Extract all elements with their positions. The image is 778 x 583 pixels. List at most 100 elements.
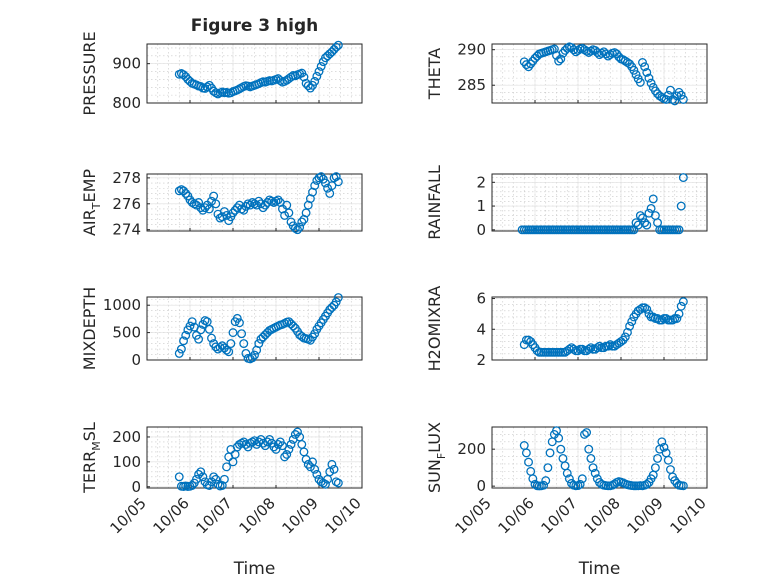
data-point — [648, 194, 658, 204]
data-point — [327, 459, 337, 469]
series-pressure — [174, 40, 343, 99]
data-point — [316, 61, 326, 71]
data-point — [278, 441, 287, 451]
data-point — [635, 304, 645, 314]
data-point — [196, 325, 206, 335]
data-point — [663, 455, 673, 465]
data-point — [176, 344, 186, 354]
figure-title: Figure 3 high — [191, 16, 319, 36]
data-point — [644, 73, 654, 83]
data-point — [237, 204, 247, 214]
data-point — [672, 314, 682, 323]
x-tick-label: 10/10 — [322, 494, 365, 537]
data-point — [592, 48, 602, 57]
data-point — [204, 324, 214, 334]
y-tick-label: 100 — [112, 453, 141, 471]
y-tick-label: 0 — [131, 478, 141, 496]
y-tick-label: 2 — [476, 351, 486, 369]
data-point — [327, 181, 337, 191]
y-tick-label: 2 — [476, 173, 486, 191]
data-point — [245, 200, 255, 210]
y-tick-label: 4 — [476, 320, 486, 338]
data-point — [674, 87, 684, 97]
data-point — [674, 225, 684, 235]
data-point — [204, 204, 214, 214]
data-point — [174, 348, 184, 358]
data-point — [194, 198, 204, 207]
data-point — [271, 196, 281, 206]
data-point — [590, 468, 600, 478]
x-tick-label: 10/08 — [581, 494, 624, 537]
data-point — [312, 469, 322, 479]
data-point — [232, 313, 242, 323]
data-point — [577, 344, 587, 354]
data-point — [310, 76, 320, 86]
data-point — [653, 453, 662, 463]
data-point — [627, 317, 637, 327]
data-point — [541, 476, 551, 486]
data-point — [228, 208, 238, 218]
data-point — [556, 444, 566, 454]
data-point — [650, 463, 660, 473]
series-theta — [519, 42, 688, 106]
y-tick-label: 200 — [457, 440, 486, 458]
data-point — [301, 208, 311, 218]
data-point — [254, 437, 264, 447]
data-point — [569, 344, 579, 354]
series-air-temp — [174, 172, 343, 235]
panel-air-temp: 274 276 278 AIRTEMP — [80, 169, 363, 239]
data-point — [638, 213, 647, 223]
data-point — [331, 42, 341, 52]
series-h2omixra — [519, 297, 688, 357]
data-point — [314, 67, 324, 76]
data-point — [625, 59, 635, 69]
data-point — [631, 218, 641, 228]
data-point — [668, 315, 678, 325]
data-point — [329, 464, 339, 474]
data-point — [642, 220, 652, 230]
data-point — [577, 474, 587, 484]
data-point — [635, 211, 645, 221]
data-point — [610, 479, 619, 489]
data-point — [241, 348, 251, 358]
data-point — [247, 353, 257, 363]
data-point — [569, 45, 579, 55]
data-point — [582, 46, 592, 56]
data-point — [211, 342, 221, 352]
x-tick-label: 10/09 — [279, 494, 322, 537]
data-point — [303, 81, 313, 91]
data-point — [539, 480, 549, 490]
y-tick-label: 278 — [112, 169, 141, 187]
x-tick-label: 10/05 — [107, 494, 150, 537]
data-point — [314, 173, 324, 183]
data-point — [179, 186, 188, 196]
data-point — [524, 457, 533, 467]
data-point — [635, 77, 645, 87]
data-point — [211, 474, 221, 484]
data-point — [303, 459, 313, 469]
data-point — [271, 444, 281, 454]
data-point — [230, 205, 240, 215]
data-point — [333, 293, 343, 302]
data-point — [222, 345, 231, 355]
data-point — [640, 218, 650, 228]
panel-theta: 285 290 THETA — [425, 41, 708, 106]
data-point — [299, 72, 309, 82]
data-point — [524, 62, 533, 72]
data-point — [258, 332, 268, 342]
y-axis-label-h2omixra: H2OMIXRA — [425, 286, 444, 372]
panel-rainfall: 0 1 2 RAINFALL — [425, 165, 708, 240]
data-point — [580, 429, 589, 439]
series-sun-flux — [519, 426, 688, 491]
data-point — [558, 453, 568, 463]
data-point — [657, 437, 667, 447]
data-point — [653, 314, 662, 323]
x-tick-label: 10/09 — [624, 494, 667, 537]
data-point — [310, 464, 320, 474]
data-point — [207, 196, 216, 206]
data-point — [297, 439, 307, 449]
data-point — [666, 465, 675, 474]
data-point — [530, 479, 540, 489]
